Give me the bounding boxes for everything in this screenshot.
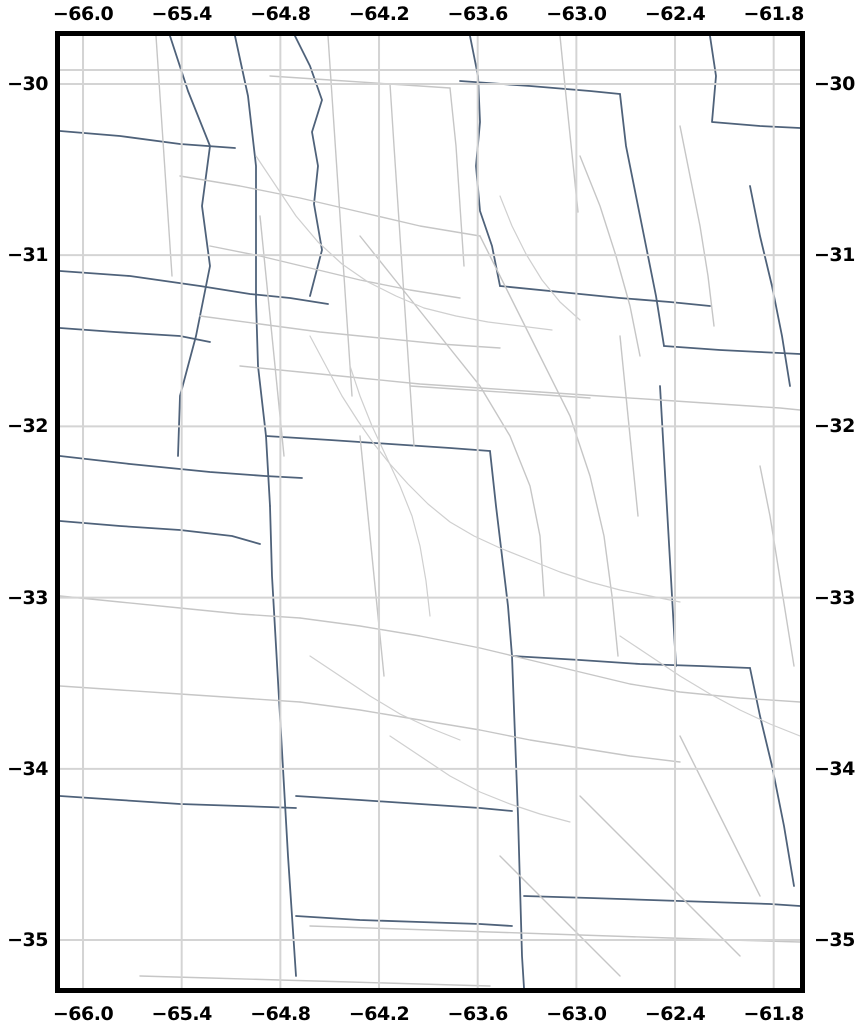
y-tick-label-right-2: −32 [814,415,855,438]
y-tick-label-left-2: −32 [7,415,48,438]
gridlines-layer [60,36,800,988]
x-tick-label-top-0: −66.0 [52,3,114,25]
y-tick-label-left-0: −30 [7,72,48,95]
x-tick-label-top-3: −64.2 [348,3,410,25]
x-tick-label-bottom-4: −63.6 [447,1003,509,1025]
map-canvas [60,36,800,988]
y-tick-label-right-4: −34 [814,757,855,780]
y-tick-label-left-3: −33 [7,586,48,609]
x-tick-label-bottom-1: −65.4 [151,1003,213,1025]
y-tick-label-left-5: −35 [7,929,48,952]
y-tick-label-left-4: −34 [7,757,48,780]
x-tick-label-bottom-6: −62.4 [644,1003,706,1025]
administrative-borders-layer [60,36,800,988]
y-tick-label-right-1: −31 [814,244,855,267]
x-tick-label-bottom-0: −66.0 [52,1003,114,1025]
x-tick-label-bottom-3: −64.2 [348,1003,410,1025]
x-tick-label-bottom-7: −61.8 [743,1003,805,1025]
y-tick-label-left-1: −31 [7,244,48,267]
x-tick-label-bottom-5: −63.0 [546,1003,607,1025]
x-tick-label-top-7: −61.8 [743,3,805,25]
x-tick-label-bottom-2: −64.8 [250,1003,311,1025]
y-tick-label-right-3: −33 [814,586,855,609]
x-tick-label-top-4: −63.6 [447,3,509,25]
x-tick-label-top-6: −62.4 [644,3,706,25]
map-plot-area[interactable] [55,31,805,993]
x-tick-label-top-5: −63.0 [546,3,607,25]
x-tick-label-top-1: −65.4 [151,3,213,25]
y-tick-label-right-0: −30 [814,72,855,95]
y-tick-label-right-5: −35 [814,929,855,952]
x-tick-label-top-2: −64.8 [250,3,311,25]
